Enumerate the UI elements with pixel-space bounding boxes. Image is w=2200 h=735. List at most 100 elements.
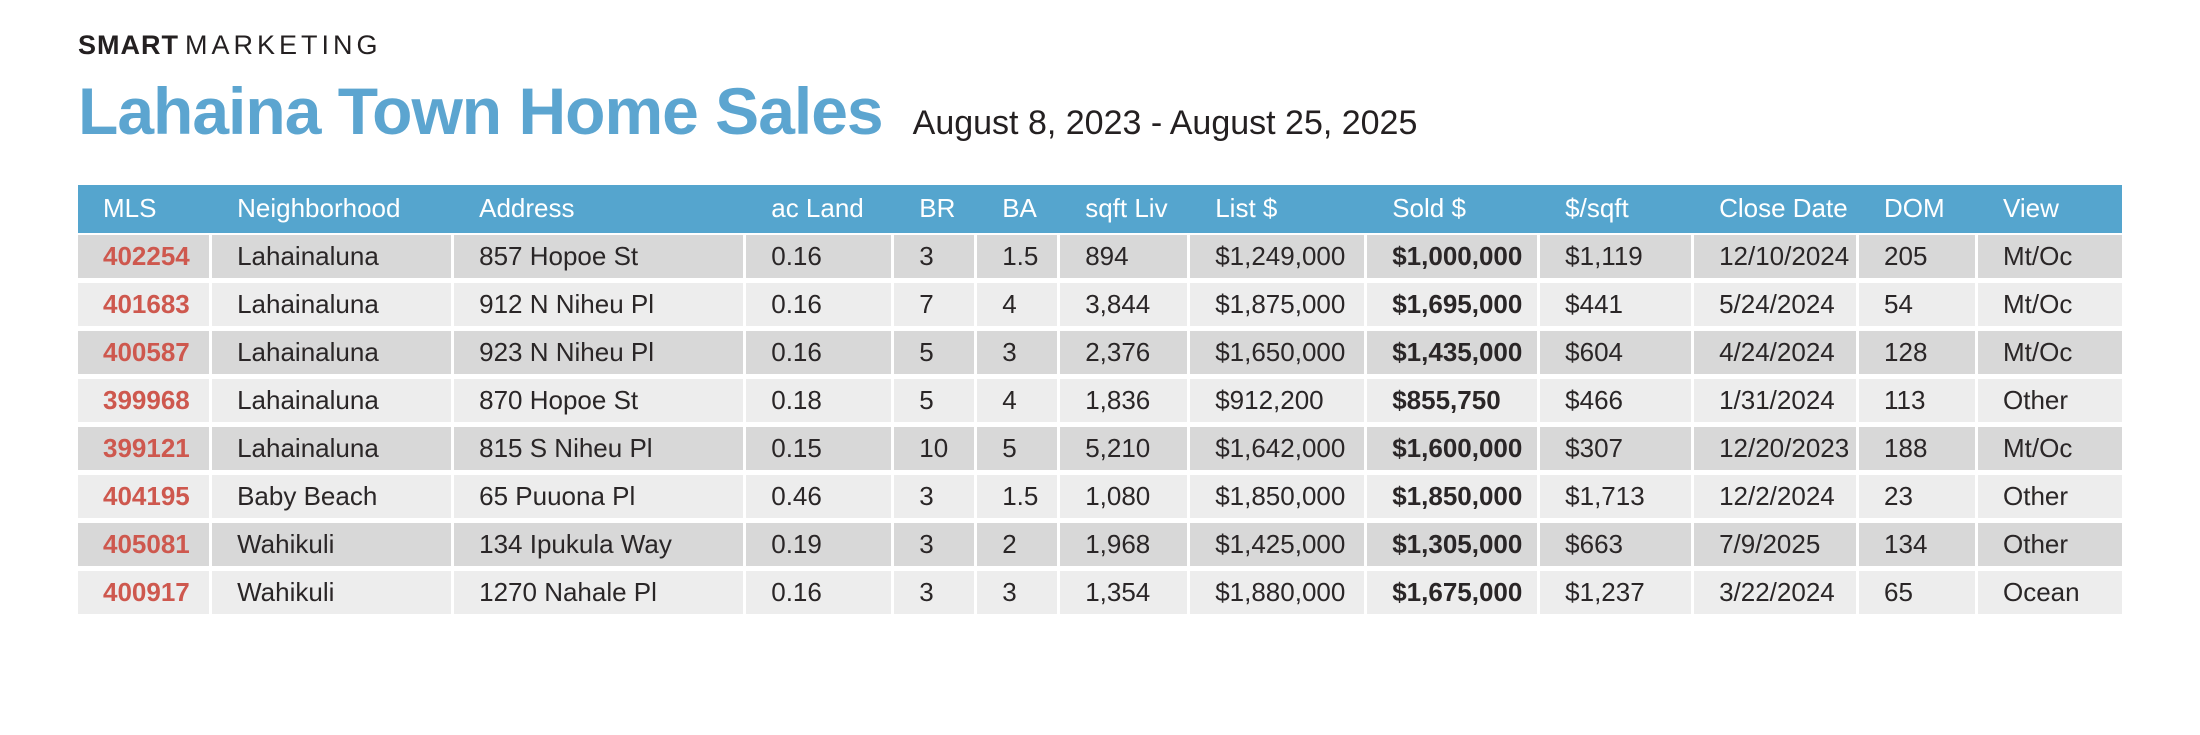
cell-address: 1270 Nahale Pl [454, 570, 747, 619]
cell-list: $1,875,000 [1190, 282, 1368, 331]
table-row: 400917 Wahikuli 1270 Nahale Pl 0.16 3 3 1,354 $… [78, 570, 2122, 619]
column-header-closedate: Close Date [1694, 184, 1860, 235]
cell-sqftliv: 1,968 [1060, 522, 1191, 571]
column-header-acland: ac Land [746, 184, 895, 235]
cell-mls[interactable]: 399121 [78, 426, 213, 475]
table-row: 404195 Baby Beach 65 Puuona Pl 0.46 3 1.5 1,08… [78, 474, 2122, 523]
cell-br: 5 [894, 330, 978, 379]
title-row: Lahaina Town Home Sales August 8, 2023 -… [78, 69, 2122, 155]
cell-dom: 205 [1859, 234, 1978, 283]
cell-mls[interactable]: 405081 [78, 522, 213, 571]
cell-mls[interactable]: 400917 [78, 570, 213, 619]
column-header-neighborhood: Neighborhood [212, 184, 455, 235]
cell-neighborhood: Baby Beach [212, 474, 455, 523]
cell-closedate: 12/10/2024 [1694, 234, 1860, 283]
cell-address: 65 Puuona Pl [454, 474, 747, 523]
sales-table: MLS Neighborhood Address ac Land BR BA sqft Li… [78, 184, 2122, 619]
cell-closedate: 7/9/2025 [1694, 522, 1860, 571]
cell-persqft: $441 [1540, 282, 1695, 331]
cell-ba: 3 [977, 570, 1061, 619]
cell-neighborhood: Lahainaluna [212, 378, 455, 427]
cell-list: $1,642,000 [1190, 426, 1368, 475]
cell-br: 10 [894, 426, 978, 475]
cell-list: $1,249,000 [1190, 234, 1368, 283]
cell-mls[interactable]: 404195 [78, 474, 213, 523]
cell-ba: 3 [977, 330, 1061, 379]
column-header-address: Address [454, 184, 747, 235]
cell-acland: 0.16 [746, 570, 895, 619]
cell-acland: 0.19 [746, 522, 895, 571]
date-range: August 8, 2023 - August 25, 2025 [912, 104, 1418, 143]
header-row: MLS Neighborhood Address ac Land BR BA sqft Li… [78, 184, 2122, 235]
cell-sqftliv: 5,210 [1060, 426, 1191, 475]
column-header-persqft: $/sqft [1540, 184, 1695, 235]
cell-acland: 0.16 [746, 330, 895, 379]
cell-ba: 4 [977, 378, 1061, 427]
cell-address: 870 Hopoe St [454, 378, 747, 427]
cell-br: 3 [894, 474, 978, 523]
cell-dom: 54 [1859, 282, 1978, 331]
cell-sold: $1,675,000 [1367, 570, 1541, 619]
cell-sqftliv: 1,354 [1060, 570, 1191, 619]
cell-address: 912 N Niheu Pl [454, 282, 747, 331]
cell-sqftliv: 1,836 [1060, 378, 1191, 427]
cell-dom: 65 [1859, 570, 1978, 619]
cell-list: $1,650,000 [1190, 330, 1368, 379]
cell-dom: 128 [1859, 330, 1978, 379]
column-header-ba: BA [977, 184, 1061, 235]
column-header-mls: MLS [78, 184, 213, 235]
cell-sold: $1,850,000 [1367, 474, 1541, 523]
cell-dom: 23 [1859, 474, 1978, 523]
cell-persqft: $604 [1540, 330, 1695, 379]
cell-dom: 134 [1859, 522, 1978, 571]
cell-address: 815 S Niheu Pl [454, 426, 747, 475]
cell-neighborhood: Wahikuli [212, 522, 455, 571]
cell-neighborhood: Lahainaluna [212, 234, 455, 283]
cell-address: 134 Ipukula Way [454, 522, 747, 571]
cell-ba: 4 [977, 282, 1061, 331]
table-row: 400587 Lahainaluna 923 N Niheu Pl 0.16 5 3 2,3… [78, 330, 2122, 379]
cell-dom: 188 [1859, 426, 1978, 475]
cell-closedate: 12/2/2024 [1694, 474, 1860, 523]
cell-br: 3 [894, 234, 978, 283]
cell-view: Other [1978, 522, 2122, 571]
cell-persqft: $1,237 [1540, 570, 1695, 619]
cell-mls[interactable]: 399968 [78, 378, 213, 427]
cell-closedate: 4/24/2024 [1694, 330, 1860, 379]
cell-address: 923 N Niheu Pl [454, 330, 747, 379]
cell-sqftliv: 894 [1060, 234, 1191, 283]
cell-view: Mt/Oc [1978, 330, 2122, 379]
column-header-view: View [1978, 184, 2122, 235]
cell-acland: 0.46 [746, 474, 895, 523]
cell-ba: 1.5 [977, 474, 1061, 523]
cell-br: 7 [894, 282, 978, 331]
table-row: 402254 Lahainaluna 857 Hopoe St 0.16 3 1.5 894… [78, 234, 2122, 283]
cell-acland: 0.16 [746, 234, 895, 283]
cell-closedate: 5/24/2024 [1694, 282, 1860, 331]
cell-list: $912,200 [1190, 378, 1368, 427]
cell-sold: $1,305,000 [1367, 522, 1541, 571]
cell-closedate: 1/31/2024 [1694, 378, 1860, 427]
table-row: 399968 Lahainaluna 870 Hopoe St 0.18 5 4 1,836… [78, 378, 2122, 427]
table-row: 399121 Lahainaluna 815 S Niheu Pl 0.15 10 5 5,… [78, 426, 2122, 475]
cell-view: Mt/Oc [1978, 426, 2122, 475]
cell-persqft: $663 [1540, 522, 1695, 571]
column-header-sqftliv: sqft Liv [1060, 184, 1191, 235]
cell-mls[interactable]: 400587 [78, 330, 213, 379]
column-header-dom: DOM [1859, 184, 1978, 235]
cell-br: 5 [894, 378, 978, 427]
brand-name-bold: SMART [78, 30, 179, 60]
table-header: MLS Neighborhood Address ac Land BR BA sqft Li… [78, 184, 2122, 235]
cell-mls[interactable]: 401683 [78, 282, 213, 331]
cell-persqft: $466 [1540, 378, 1695, 427]
column-header-br: BR [894, 184, 978, 235]
cell-list: $1,425,000 [1190, 522, 1368, 571]
column-header-list: List $ [1190, 184, 1368, 235]
cell-address: 857 Hopoe St [454, 234, 747, 283]
cell-sold: $1,600,000 [1367, 426, 1541, 475]
brand-name-light: MARKETING [185, 30, 382, 60]
cell-mls[interactable]: 402254 [78, 234, 213, 283]
cell-neighborhood: Lahainaluna [212, 282, 455, 331]
cell-view: Other [1978, 474, 2122, 523]
cell-closedate: 12/20/2023 [1694, 426, 1860, 475]
